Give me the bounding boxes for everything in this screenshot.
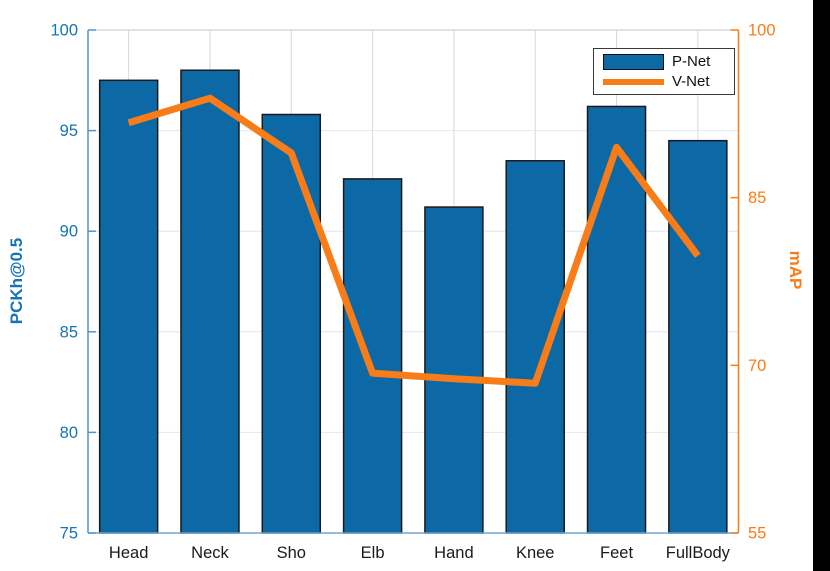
bar-neck — [180, 69, 240, 534]
left-axis-title: PCKh@0.5 — [7, 237, 26, 325]
pnet-bar-swatch — [603, 53, 664, 70]
tick-marks — [88, 29, 739, 534]
legend: P-Net V-Net — [593, 48, 735, 95]
axis-spines — [87, 29, 740, 534]
right-tick-labels: 55 70 85 100 — [748, 22, 776, 543]
right-tick-label-70: 70 — [748, 357, 766, 375]
bar-elb — [342, 178, 403, 534]
x-tick-labels: Head Neck Sho Elb Hand Knee Feet FullBody — [109, 544, 731, 562]
pnet-bars — [98, 69, 728, 534]
x-tick-label-hand: Hand — [434, 544, 473, 562]
bar-knee — [505, 160, 565, 534]
x-tick-label-fullbody: FullBody — [666, 544, 731, 562]
left-tick-label-75: 75 — [60, 525, 78, 543]
right-axis-title: mAP — [786, 250, 805, 290]
left-tick-label-80: 80 — [60, 424, 78, 442]
vnet-polyline — [127, 94, 701, 387]
left-tick-label-85: 85 — [60, 323, 78, 341]
right-tick-label-100: 100 — [748, 22, 776, 40]
x-tick-label-neck: Neck — [191, 544, 229, 562]
bar-hand — [424, 206, 484, 534]
bar-sho — [261, 113, 322, 534]
legend-row-pnet: P-Net — [603, 53, 734, 71]
left-tick-label-95: 95 — [60, 122, 78, 140]
legend-label-vnet: V-Net — [672, 73, 710, 91]
bar-fullbody — [668, 139, 728, 534]
x-tick-label-feet: Feet — [600, 544, 633, 562]
vnet-line-swatch — [603, 78, 664, 85]
right-tick-label-85: 85 — [748, 189, 766, 207]
x-tick-label-sho: Sho — [277, 544, 306, 562]
legend-row-vnet: V-Net — [603, 74, 734, 89]
vnet-line — [127, 94, 701, 387]
left-tick-label-100: 100 — [50, 22, 78, 40]
screen-edge-black-strip — [813, 0, 830, 571]
left-tick-labels: 75 80 85 90 95 100 — [50, 22, 78, 543]
x-tick-label-elb: Elb — [361, 544, 385, 562]
right-tick-label-55: 55 — [748, 525, 766, 543]
x-tick-label-head: Head — [109, 544, 148, 562]
legend-label-pnet: P-Net — [672, 53, 711, 71]
left-tick-label-90: 90 — [60, 223, 78, 241]
x-tick-label-knee: Knee — [516, 544, 555, 562]
bar-head — [98, 79, 159, 534]
